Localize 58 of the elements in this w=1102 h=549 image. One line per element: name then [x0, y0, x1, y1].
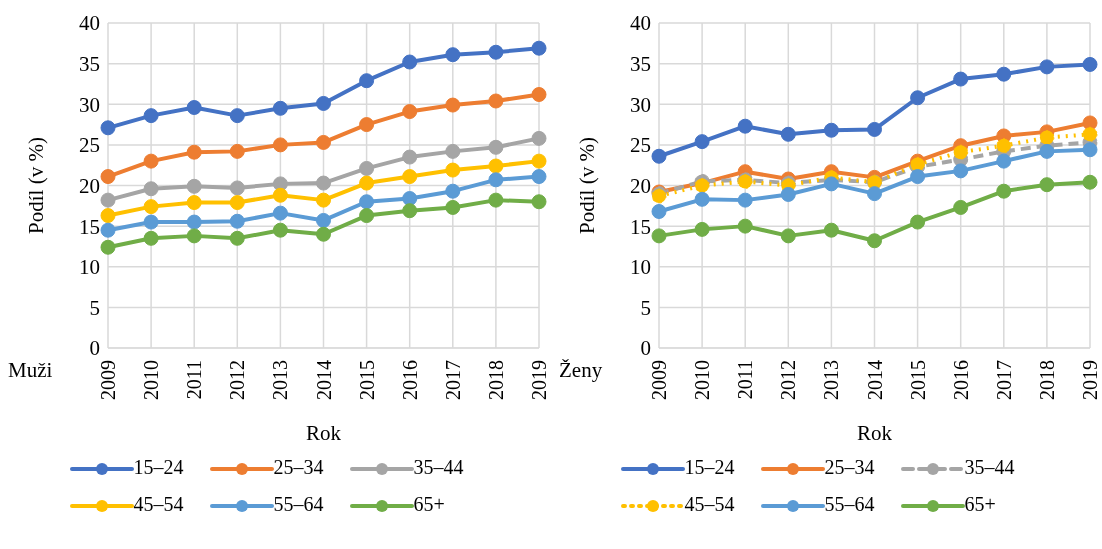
y-tick-label: 35 [79, 52, 100, 77]
y-axis-title: Podíl (v %) [575, 137, 600, 234]
x-tick-label: 2017 [441, 360, 464, 400]
x-tick-label: 2014 [312, 360, 335, 400]
legend-label: 45–54 [684, 493, 735, 515]
x-tick-label: 2010 [140, 360, 163, 400]
y-tick-label: 20 [630, 173, 651, 198]
x-tick-label: 2011 [183, 360, 206, 400]
legend-label: 55–64 [824, 493, 875, 515]
x-tick-label: 2017 [992, 360, 1015, 400]
x-tick-label: 2018 [1035, 360, 1058, 400]
y-tick-label: 10 [630, 255, 651, 280]
x-tick-label: 2012 [226, 360, 249, 400]
y-tick-label: 5 [640, 295, 651, 320]
x-tick-label: 2013 [269, 360, 292, 400]
y-tick-label: 0 [640, 336, 651, 361]
y-tick-label: 25 [630, 133, 651, 158]
y-tick-label: 0 [89, 336, 100, 361]
x-axis-title: Rok [856, 421, 893, 445]
x-tick-label: 2009 [648, 360, 670, 400]
legend-label: 25–34 [824, 456, 875, 478]
x-tick-label: 2016 [398, 360, 421, 400]
legend-label: 35–44 [413, 456, 464, 478]
x-tick-label: 2019 [528, 360, 550, 400]
y-axis-title: Podíl (v %) [24, 137, 49, 234]
x-tick-label: 2019 [1079, 360, 1101, 400]
x-tick-label: 2014 [863, 360, 886, 400]
y-tick-label: 30 [79, 92, 100, 117]
legend-label: 15–24 [133, 456, 184, 478]
y-tick-label: 15 [79, 214, 100, 239]
x-tick-label: 2009 [97, 360, 119, 400]
y-tick-label: 40 [79, 11, 100, 36]
legend-label: 55–64 [273, 493, 324, 515]
legend-label: 25–34 [273, 456, 324, 478]
x-axis-title: Rok [305, 421, 342, 445]
x-tick-label: 2013 [820, 360, 843, 400]
legend-label: 65+ [413, 493, 445, 515]
text: Ženy [559, 358, 603, 383]
y-tick-label: 5 [89, 295, 100, 320]
text: Muži [8, 358, 53, 383]
legend-label: 65+ [964, 493, 996, 515]
legend-label: 45–54 [133, 493, 184, 515]
y-tick-label: 20 [79, 173, 100, 198]
y-tick-label: 25 [79, 133, 100, 158]
y-tick-label: 30 [630, 92, 651, 117]
legend-label: 35–44 [964, 456, 1015, 478]
x-tick-label: 2011 [734, 360, 757, 400]
x-tick-label: 2010 [691, 360, 714, 400]
y-tick-label: 15 [630, 214, 651, 239]
x-tick-label: 2012 [777, 360, 800, 400]
x-tick-label: 2015 [906, 360, 929, 400]
y-tick-label: 40 [630, 11, 651, 36]
y-tick-label: 10 [79, 255, 100, 280]
y-tick-label: 35 [630, 52, 651, 77]
legend-label: 15–24 [684, 456, 735, 478]
x-tick-label: 2016 [949, 360, 972, 400]
x-tick-label: 2015 [355, 360, 378, 400]
x-tick-label: 2018 [484, 360, 507, 400]
